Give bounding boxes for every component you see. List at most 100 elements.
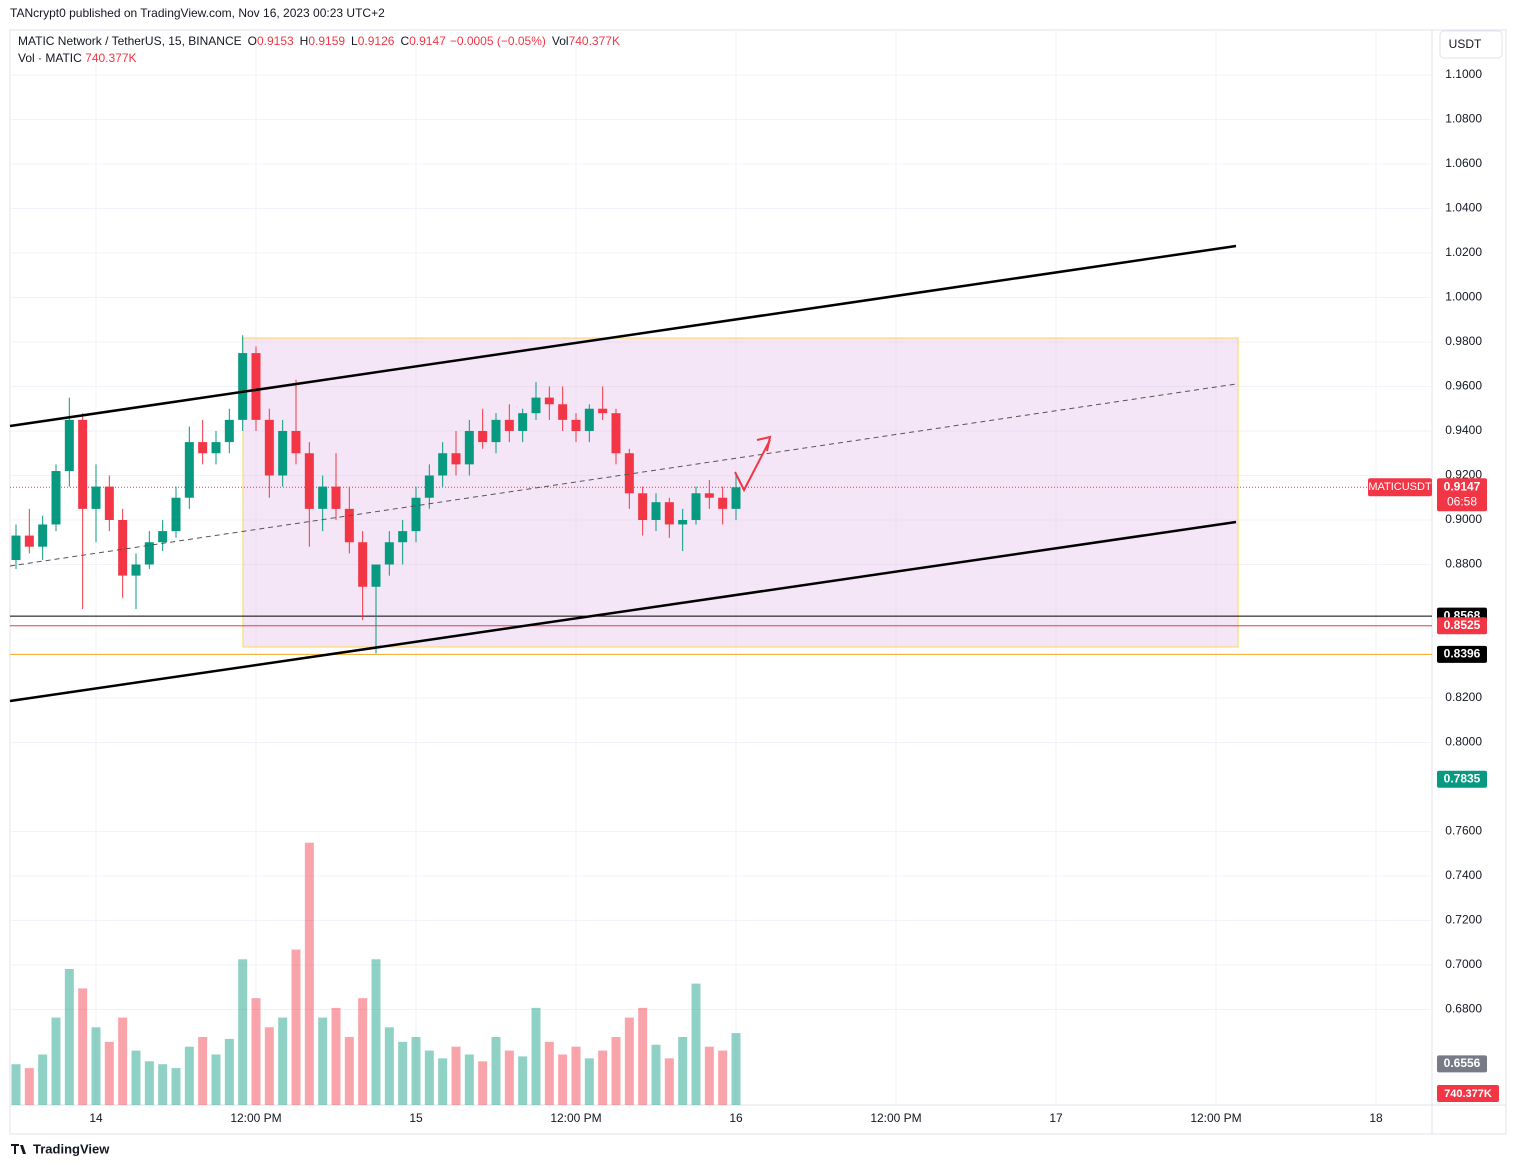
candle-body — [558, 404, 568, 420]
legend-field-value: 0.9126 — [358, 34, 395, 48]
volume-bar — [344, 1037, 354, 1105]
volume-bar — [731, 1033, 741, 1105]
volume-bar — [51, 1017, 61, 1105]
price-label: 0.8396 — [1444, 647, 1481, 661]
volume-bar — [291, 949, 301, 1105]
published-line: TANcrypt0 published on TradingView.com, … — [10, 6, 385, 20]
volume-bar — [518, 1056, 528, 1105]
volume-bar — [211, 1054, 221, 1105]
drawings — [9, 244, 1237, 703]
volume-bar — [118, 1017, 128, 1105]
volume-bar — [624, 1017, 634, 1105]
y-tick-label: 1.0400 — [1445, 201, 1482, 215]
y-tick-label: 0.7000 — [1445, 957, 1482, 971]
legend-symbol: MATIC Network / TetherUS, 15, BINANCE — [18, 34, 242, 48]
volume-bar — [224, 1038, 234, 1105]
currency-button[interactable] — [1439, 30, 1503, 59]
candle-body — [691, 493, 701, 520]
y-tick-label: 0.7200 — [1445, 913, 1482, 927]
volume-bar — [398, 1041, 408, 1105]
vol-title: Vol · MATIC — [18, 51, 82, 65]
candle-body — [678, 519, 688, 525]
volume-bar — [331, 1007, 341, 1105]
candle-body — [331, 486, 341, 509]
legend-field-value: 0.9159 — [308, 34, 345, 48]
x-tick-label: 15 — [409, 1111, 423, 1125]
volume-bar — [478, 1061, 488, 1105]
volume-bar — [384, 1027, 394, 1105]
volume-bar — [371, 959, 381, 1105]
y-tick-label: 1.0000 — [1445, 290, 1482, 304]
candle-body — [584, 408, 594, 431]
legend-field-value: 0.9153 — [257, 34, 294, 48]
symbol-label: MATICUSDT — [1368, 481, 1432, 493]
volume-bar — [438, 1058, 448, 1105]
symbol-box — [1368, 478, 1432, 497]
candle-body — [64, 419, 74, 472]
volume-bar — [544, 1041, 554, 1105]
y-tick-label: 1.0600 — [1445, 156, 1482, 170]
y-tick-label: 0.9800 — [1445, 334, 1482, 348]
legend-field-label: O — [248, 34, 257, 48]
x-tick-label: 17 — [1049, 1111, 1063, 1125]
volume-bar — [238, 959, 248, 1105]
volume-bar — [38, 1054, 48, 1105]
volume-bar — [571, 1046, 581, 1105]
y-tick-label: 0.9000 — [1445, 512, 1482, 526]
currency-label[interactable]: USDT — [1449, 37, 1482, 51]
candle-body — [638, 493, 648, 520]
arrow-head — [756, 435, 772, 452]
candle-body — [11, 535, 21, 561]
legend-field-label: H — [300, 34, 309, 48]
volume-bar — [691, 983, 701, 1105]
volume-bar — [504, 1050, 514, 1105]
candle-body — [531, 397, 541, 414]
countdown-label: 06:58 — [1447, 494, 1477, 508]
candle-body — [651, 502, 661, 520]
volume-bar — [704, 1046, 714, 1105]
candle-body — [264, 419, 274, 476]
candle-body — [38, 524, 48, 547]
last-price-label: 0.9147 — [1444, 479, 1481, 493]
chart-frame — [9, 29, 1507, 1135]
volume-bar — [184, 1046, 194, 1105]
volume-bar — [598, 1050, 608, 1105]
candle-body — [318, 486, 328, 509]
price-label-box — [1437, 1055, 1487, 1073]
candle-body — [118, 519, 128, 576]
candle-body — [171, 497, 181, 532]
legend-field-label: C — [400, 34, 409, 48]
candle-body — [384, 542, 394, 565]
price-label: 0.7835 — [1444, 771, 1481, 785]
volume-bar — [558, 1054, 568, 1105]
x-tick-label: 12:00 PM — [1190, 1111, 1241, 1125]
x-tick-label: 12:00 PM — [870, 1111, 921, 1125]
candle-body — [78, 419, 88, 509]
legend-field-value: 0.9147 — [409, 34, 446, 48]
candle-body — [24, 535, 34, 547]
candle-body — [731, 487, 741, 509]
candle-body — [451, 453, 461, 465]
candle-body — [371, 564, 381, 587]
volume-bar — [24, 1068, 34, 1105]
volume-bar — [718, 1050, 728, 1105]
candle-body — [144, 542, 154, 565]
legend-field-label: L — [351, 34, 358, 48]
volume-bar — [318, 1017, 328, 1105]
candle-body — [491, 419, 501, 443]
y-tick-label: 0.9600 — [1445, 379, 1482, 393]
candle-body — [344, 508, 354, 543]
volume-bar — [64, 969, 74, 1105]
volume-bar — [664, 1058, 674, 1105]
y-tick-label: 0.8800 — [1445, 557, 1482, 571]
y-tick-label: 0.9400 — [1445, 423, 1482, 437]
legend-change: −0.0005 (−0.05%) — [450, 34, 546, 48]
y-tick-label: 0.6800 — [1445, 1002, 1482, 1016]
y-tick-label: 1.0200 — [1445, 245, 1482, 259]
candle-body — [184, 442, 194, 498]
volume-bar — [158, 1064, 168, 1105]
channel-top — [9, 244, 1237, 428]
volume-bar — [278, 1017, 288, 1105]
volume-label: 740.377K — [1444, 1088, 1492, 1100]
